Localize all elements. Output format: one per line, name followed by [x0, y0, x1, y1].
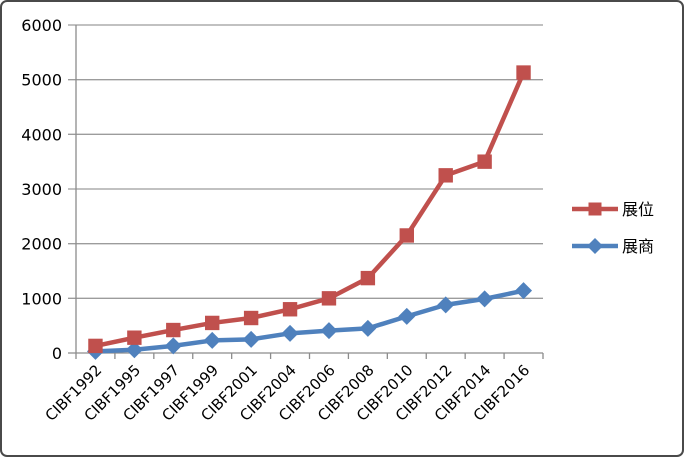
- marker-diamond-icon: [359, 319, 377, 337]
- marker-diamond-icon: [476, 290, 494, 308]
- marker-square-icon: [360, 270, 376, 286]
- marker-square-icon: [438, 168, 453, 183]
- marker-square-icon: [282, 302, 298, 317]
- y-tick-label: 5000: [21, 71, 62, 90]
- y-tick-label: 4000: [21, 125, 62, 144]
- marker-square-icon: [399, 228, 414, 243]
- marker-square-icon: [243, 310, 259, 326]
- legend-marker-square-icon: [588, 202, 602, 216]
- legend-marker-diamond-icon: [587, 238, 603, 254]
- y-tick-label: 3000: [21, 180, 62, 199]
- marker-diamond-icon: [320, 322, 338, 340]
- marker-diamond-icon: [242, 330, 260, 348]
- marker-diamond-icon: [437, 296, 455, 314]
- marker-square-icon: [321, 291, 337, 306]
- legend-label-exhibitors: 展商: [622, 237, 654, 256]
- y-tick-label: 0: [52, 344, 62, 363]
- marker-square-icon: [127, 330, 142, 345]
- marker-square-icon: [477, 154, 492, 169]
- y-tick-label: 2000: [21, 235, 62, 254]
- marker-square-icon: [88, 338, 103, 354]
- marker-diamond-icon: [203, 331, 221, 349]
- y-tick-label: 1000: [21, 289, 62, 308]
- series-line-exhibitors: [93, 288, 526, 354]
- marker-diamond-icon: [281, 324, 299, 342]
- marker-square-icon: [205, 315, 220, 331]
- marker-diamond-icon: [398, 307, 416, 325]
- y-tick-label: 6000: [21, 16, 62, 35]
- marker-square-icon: [516, 65, 531, 80]
- legend-label-booths: 展位: [622, 200, 654, 219]
- marker-diamond-icon: [164, 337, 182, 355]
- marker-diamond-icon: [515, 282, 533, 300]
- marker-square-icon: [166, 322, 181, 338]
- marker-diamond-icon: [125, 341, 143, 359]
